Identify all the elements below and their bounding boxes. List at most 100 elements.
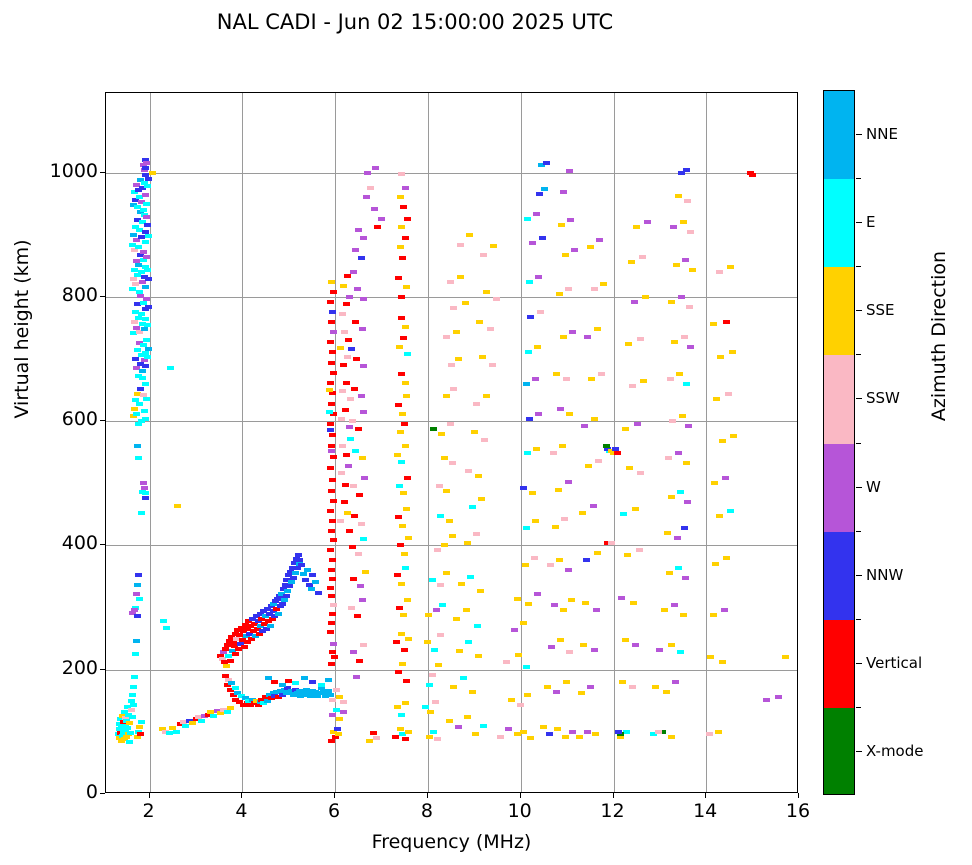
data-point	[559, 190, 567, 195]
gridline-horizontal	[106, 172, 797, 174]
data-point	[400, 205, 408, 210]
data-point	[544, 685, 552, 690]
data-point	[472, 532, 480, 537]
data-point	[399, 661, 407, 666]
data-point	[529, 491, 537, 496]
data-point	[342, 302, 350, 307]
data-point	[222, 646, 230, 651]
data-point	[354, 227, 362, 232]
data-point	[340, 363, 347, 368]
data-point	[249, 616, 257, 621]
data-point	[539, 724, 547, 729]
data-point	[445, 518, 453, 523]
data-point	[328, 558, 336, 563]
data-point	[263, 626, 270, 631]
data-point	[258, 697, 266, 702]
data-point	[457, 581, 465, 586]
y-axis-tick-label: 1000	[49, 159, 98, 182]
data-point	[357, 256, 365, 261]
data-point	[344, 463, 352, 468]
data-point	[259, 629, 267, 634]
data-point	[649, 732, 657, 737]
data-point	[448, 533, 456, 538]
data-point	[433, 548, 441, 553]
data-point	[464, 540, 472, 545]
data-point	[446, 421, 454, 426]
data-point	[465, 640, 473, 645]
data-point	[139, 481, 147, 486]
data-point	[247, 624, 255, 629]
data-point	[404, 598, 411, 603]
data-point	[115, 736, 123, 741]
colorbar-label-w: W	[866, 477, 881, 496]
data-point	[553, 371, 561, 376]
data-point	[254, 619, 262, 624]
data-point	[340, 710, 347, 714]
data-point	[159, 727, 167, 732]
data-point	[329, 641, 337, 646]
data-point	[297, 693, 305, 698]
data-point	[393, 452, 401, 457]
data-point	[581, 424, 589, 429]
data-point	[674, 565, 682, 570]
data-point	[130, 330, 138, 335]
data-point	[561, 734, 569, 739]
data-point	[239, 702, 247, 707]
data-point	[142, 364, 150, 369]
data-point	[622, 729, 630, 734]
data-point	[303, 568, 311, 573]
data-point	[394, 403, 402, 407]
data-point	[136, 362, 144, 366]
data-point	[314, 590, 322, 595]
data-point	[679, 613, 687, 617]
data-point	[329, 289, 337, 294]
data-point	[628, 384, 636, 389]
data-point	[566, 411, 574, 416]
data-point	[134, 391, 141, 396]
data-point	[775, 695, 783, 700]
y-axis-tick	[100, 420, 105, 422]
data-point	[132, 398, 140, 402]
colorbar-tick	[856, 310, 862, 312]
data-point	[620, 512, 628, 517]
data-point	[329, 538, 337, 543]
data-point	[327, 401, 335, 406]
colorbar-label-x-mode: X-mode	[866, 741, 924, 760]
data-point	[439, 603, 447, 608]
data-point	[284, 589, 292, 594]
data-point	[328, 309, 336, 314]
colorbar-label-e: E	[866, 213, 876, 232]
x-axis-tick-label: 14	[693, 800, 718, 822]
data-point	[144, 267, 152, 272]
data-point	[312, 579, 320, 584]
data-point	[622, 426, 629, 431]
data-point	[328, 349, 336, 354]
x-axis-tick	[334, 793, 336, 798]
data-point	[358, 456, 366, 461]
data-point	[138, 490, 146, 494]
data-point	[345, 294, 353, 299]
data-point	[182, 723, 190, 728]
data-point	[462, 608, 470, 612]
y-axis-tick	[100, 171, 105, 173]
data-point	[329, 498, 337, 503]
data-point	[397, 171, 405, 176]
data-point	[450, 306, 458, 310]
data-point	[438, 431, 446, 436]
data-point	[393, 705, 401, 709]
data-point	[161, 729, 169, 734]
data-point	[137, 353, 145, 358]
data-point	[137, 200, 145, 205]
data-point	[299, 690, 307, 695]
data-point	[636, 337, 644, 342]
data-point	[141, 230, 149, 235]
data-point	[133, 591, 141, 596]
data-point	[564, 480, 572, 484]
data-point	[133, 237, 141, 242]
data-point	[430, 426, 437, 431]
data-point	[711, 481, 719, 486]
data-point	[135, 596, 143, 601]
data-point	[337, 345, 345, 350]
data-point	[341, 407, 349, 412]
data-point	[329, 729, 337, 734]
